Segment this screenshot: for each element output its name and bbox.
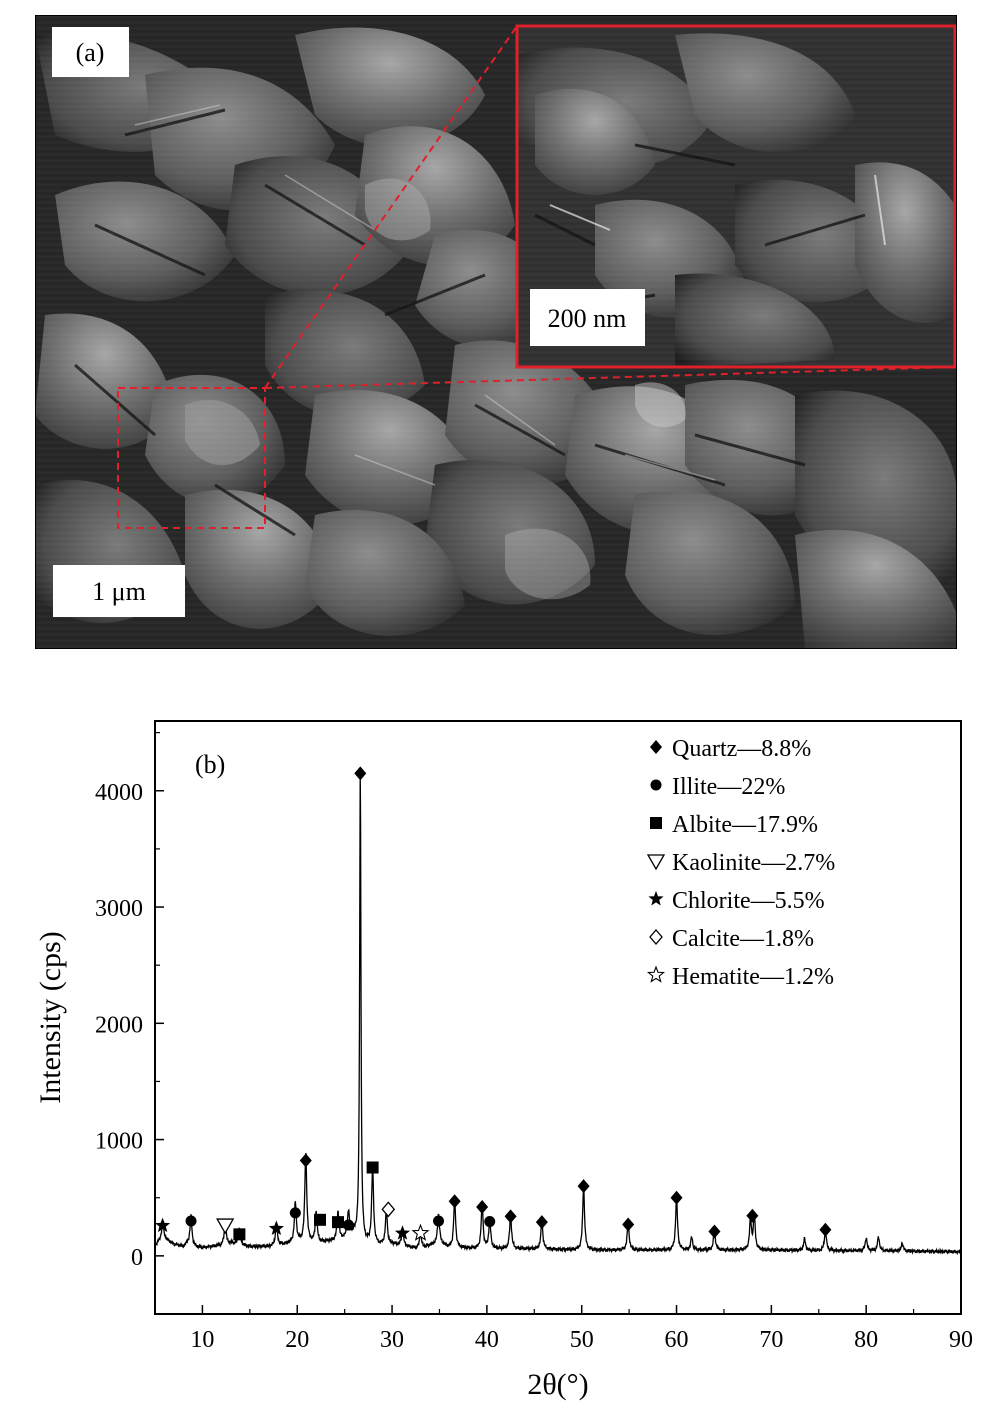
chlorite-peak-marker [154,1217,171,1233]
legend: Quartz—8.8% Illite—22% Albite—17.9% Kaolini… [646,736,835,990]
y-tick-label: 3000 [95,896,143,922]
quartz-peak-marker [746,1208,759,1223]
x-tick-label: 50 [570,1327,594,1353]
y-tick-label: 2000 [95,1012,143,1038]
inset-frame [515,24,957,369]
kaolinite-peak-marker [216,1218,235,1235]
quartz-peak-marker [448,1194,461,1209]
legend-label-calcite: Calcite—1.8% [672,926,814,952]
kaolinite-legend-symbol [646,854,666,871]
y-tick-label: 0 [131,1245,143,1271]
legend-label-chlorite: Chlorite—5.5% [672,888,825,914]
xrd-chart-panel: 10 20 30 40 50 60 70 80 90 0 1000 2000 3000 4000 Qua… [0,700,1002,1419]
albite-peak-marker [313,1213,326,1226]
chlorite-legend-symbol [648,891,664,906]
illite-peak-marker [484,1216,496,1228]
chlorite-peak-marker [394,1225,411,1240]
plot-frame [154,720,962,1315]
quartz-peak-marker [299,1153,312,1168]
y-tick-label: 1000 [95,1129,143,1155]
x-tick-label: 30 [380,1327,404,1353]
chlorite-peak-marker [268,1220,284,1236]
x-tick-label: 10 [190,1327,214,1353]
y-tick-label: 4000 [95,780,143,806]
illite-peak-marker [289,1207,301,1219]
calcite-legend-symbol [649,929,663,945]
quartz-peak-marker [622,1217,635,1232]
panel-b-label: (b) [195,750,225,779]
legend-label-hematite: Hematite—1.2% [672,964,834,990]
quartz-peak-marker [535,1215,548,1230]
hematite-peak-marker [411,1223,430,1241]
legend-label-illite: Illite—22% [672,774,785,800]
albite-peak-marker [233,1228,246,1241]
x-tick-label: 20 [285,1327,309,1353]
hematite-legend-symbol [646,965,666,983]
sem-inset [515,24,957,369]
x-tick-label: 40 [475,1327,499,1353]
sem-texture [35,15,957,649]
sem-micrograph-panel: (a) 1 μm 200 nm [34,14,958,650]
x-tick-label: 60 [665,1327,689,1353]
legend-label-albite: Albite—17.9% [672,812,818,838]
quartz-peak-marker [577,1179,590,1194]
quartz-peak-marker [354,766,367,781]
illite-peak-marker [185,1215,197,1227]
x-axis-label: 2θ(°) [527,1368,588,1401]
scale-inset-bg [530,289,645,346]
zoom-selection-box [117,387,266,529]
albite-legend-symbol [650,817,662,829]
quartz-legend-symbol [650,740,662,754]
quartz-peak-marker [670,1190,683,1205]
scale-bar-main: 1 μm [92,577,146,606]
illite-legend-symbol [650,779,662,791]
panel-a-label-bg [52,27,129,77]
scale-main-bg [53,565,185,617]
sem-micrograph: (a) 1 μm 200 nm [34,14,958,650]
zoom-connector-top [264,25,518,389]
illite-peak-marker [342,1219,354,1231]
quartz-peak-marker [819,1222,832,1237]
y-axis-label: Intensity (cps) [34,931,67,1103]
quartz-peak-marker [708,1224,721,1239]
xrd-pattern-line [154,770,961,1256]
legend-label-kaolinite: Kaolinite—2.7% [672,850,835,876]
quartz-peak-marker [476,1200,489,1215]
x-tick-label: 90 [949,1327,973,1353]
quartz-peak-marker [504,1209,517,1224]
calcite-peak-marker [381,1201,396,1218]
panel-a-label: (a) [76,38,105,67]
x-tick-label: 70 [759,1327,783,1353]
x-tick-label: 80 [854,1327,878,1353]
legend-label-quartz: Quartz—8.8% [672,736,811,762]
albite-peak-marker [366,1161,379,1174]
xrd-chart: 10 20 30 40 50 60 70 80 90 0 1000 2000 3000 4000 Qua… [34,720,973,1401]
illite-peak-marker [433,1215,445,1227]
albite-peak-marker [332,1216,345,1229]
scale-bar-inset: 200 nm [548,304,627,333]
